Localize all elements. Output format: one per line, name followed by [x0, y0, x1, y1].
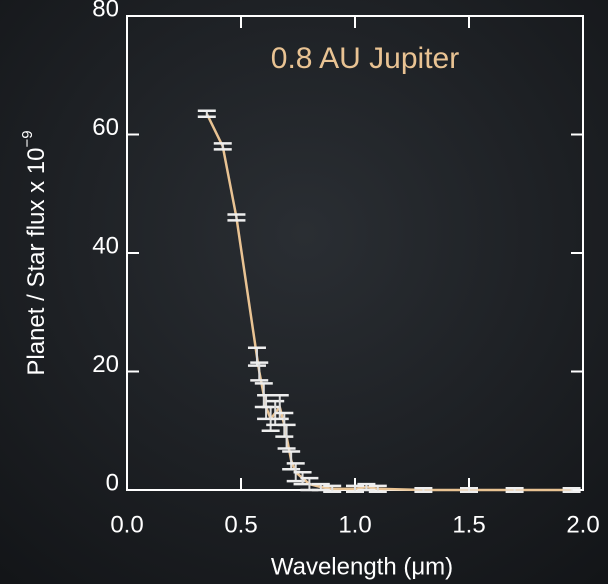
error-bar: [277, 423, 296, 450]
error-bar: [270, 393, 289, 421]
y-tick-label: 40: [92, 232, 119, 259]
error-bar: [505, 486, 524, 494]
y-axis-label: Planet / Star flux x 10−9: [19, 130, 50, 375]
error-bar: [357, 482, 376, 492]
error-bar: [460, 486, 478, 494]
y-tick-label: 20: [92, 351, 119, 378]
error-bar: [414, 486, 433, 494]
x-tick-label: 2.0: [566, 511, 599, 538]
error-bar: [562, 486, 581, 494]
error-bar: [261, 405, 280, 432]
y-tick-label: 60: [92, 114, 119, 141]
chart-title: 0.8 AU Jupiter: [271, 42, 459, 75]
x-tick-label: 1.5: [452, 511, 485, 538]
x-axis-label: Wavelength (μm): [271, 553, 453, 580]
error-bar: [346, 484, 364, 494]
y-tick-label: 80: [92, 0, 119, 22]
y-label-exponent: −9: [19, 130, 36, 147]
error-bar: [282, 450, 301, 471]
error-bar: [197, 109, 216, 118]
error-bar: [250, 361, 269, 382]
error-bar: [311, 482, 330, 492]
y-label-text: Planet / Star flux x 10: [23, 147, 50, 375]
x-tick-label: 0.5: [224, 511, 257, 538]
error-bar: [323, 484, 342, 494]
x-tick-label: 1.0: [338, 511, 371, 538]
error-bar: [213, 142, 232, 151]
y-tick-label: 0: [106, 469, 119, 496]
x-tick-label: 0.0: [110, 511, 143, 538]
error-bar: [368, 484, 387, 494]
error-bar: [227, 213, 246, 222]
